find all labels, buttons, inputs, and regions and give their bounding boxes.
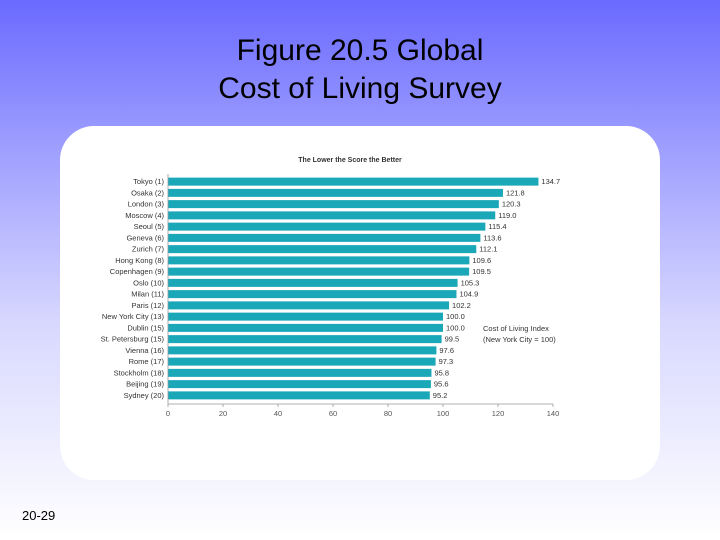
value-label: 121.8 — [506, 188, 525, 197]
x-tick-label: 0 — [166, 409, 170, 418]
category-label: Zurich (7) — [132, 245, 165, 254]
value-label: 99.5 — [445, 335, 460, 344]
value-label: 119.0 — [498, 211, 516, 220]
category-label: Hong Kong (8) — [115, 256, 164, 265]
bar — [168, 245, 477, 254]
value-label: 97.6 — [439, 346, 454, 355]
bar — [168, 256, 470, 265]
value-label: 95.8 — [434, 368, 449, 377]
slide-title-line2: Cost of Living Survey — [218, 72, 502, 105]
slide-title-line1: Figure 20.5 Global — [236, 34, 484, 67]
value-label: 105.3 — [461, 278, 480, 287]
value-label: 109.6 — [472, 256, 491, 265]
value-label: 109.5 — [472, 267, 491, 276]
chart-annotation-line2: (New York City = 100) — [483, 335, 556, 344]
value-label: 100.0 — [446, 323, 465, 332]
value-label: 104.9 — [459, 290, 478, 299]
category-label: Stockholm (18) — [114, 368, 165, 377]
bar — [168, 346, 437, 355]
bar — [168, 312, 443, 321]
value-label: 112.1 — [479, 245, 497, 254]
category-label: Vienna (16) — [125, 346, 164, 355]
bar — [168, 177, 539, 186]
bar — [168, 211, 496, 220]
slide-title: Figure 20.5 Global Cost of Living Survey — [0, 32, 720, 108]
bar — [168, 290, 457, 299]
bar — [168, 323, 443, 332]
bar — [168, 380, 431, 389]
chart-title: The Lower the Score the Better — [298, 157, 402, 164]
category-label: New York City (13) — [102, 312, 165, 321]
bar — [168, 222, 486, 231]
bar — [168, 357, 436, 366]
bar — [168, 278, 458, 287]
bar — [168, 335, 442, 344]
x-tick-label: 140 — [547, 409, 560, 418]
value-label: 97.3 — [439, 357, 454, 366]
value-label: 134.7 — [541, 177, 560, 186]
x-tick-label: 60 — [329, 409, 337, 418]
x-tick-label: 100 — [437, 409, 450, 418]
x-tick-label: 120 — [492, 409, 505, 418]
bar — [168, 391, 430, 400]
category-label: Oslo (10) — [133, 278, 164, 287]
bar — [168, 301, 450, 310]
value-label: 102.2 — [452, 301, 471, 310]
value-label: 100.0 — [446, 312, 465, 321]
bar — [168, 267, 470, 276]
category-label: Osaka (2) — [131, 188, 164, 197]
value-label: 120.3 — [502, 200, 521, 209]
category-label: Dublin (15) — [127, 323, 164, 332]
bar — [168, 200, 499, 209]
bar-chart: Tokyo (1) 134.7 Osaka (2) 121.8 London (3) 12… — [101, 157, 561, 418]
category-label: Tokyo (1) — [133, 177, 164, 186]
chart-panel: Tokyo (1) 134.7 Osaka (2) 121.8 London (3) 12… — [60, 126, 660, 480]
x-tick-label: 40 — [274, 409, 282, 418]
category-label: Milan (11) — [131, 290, 164, 299]
category-label: Beijing (19) — [126, 380, 164, 389]
value-label: 113.6 — [483, 233, 501, 242]
category-label: Rome (17) — [129, 357, 165, 366]
chart-annotation-line1: Cost of Living Index — [483, 324, 549, 333]
value-label: 95.2 — [433, 391, 448, 400]
category-label: London (3) — [128, 200, 165, 209]
x-tick-label: 80 — [384, 409, 392, 418]
value-label: 115.4 — [488, 222, 506, 231]
category-label: Sydney (20) — [124, 391, 165, 400]
category-label: Paris (12) — [131, 301, 164, 310]
value-label: 95.6 — [434, 380, 449, 389]
bar — [168, 233, 481, 242]
x-tick-label: 20 — [219, 409, 227, 418]
category-label: Copenhagen (9) — [110, 267, 165, 276]
category-label: Geneva (6) — [126, 233, 164, 242]
bar — [168, 188, 503, 197]
category-label: St. Petersburg (15) — [101, 335, 165, 344]
page-number: 20-29 — [22, 508, 56, 523]
category-label: Moscow (4) — [125, 211, 164, 220]
bar — [168, 368, 432, 377]
category-label: Seoul (5) — [134, 222, 165, 231]
